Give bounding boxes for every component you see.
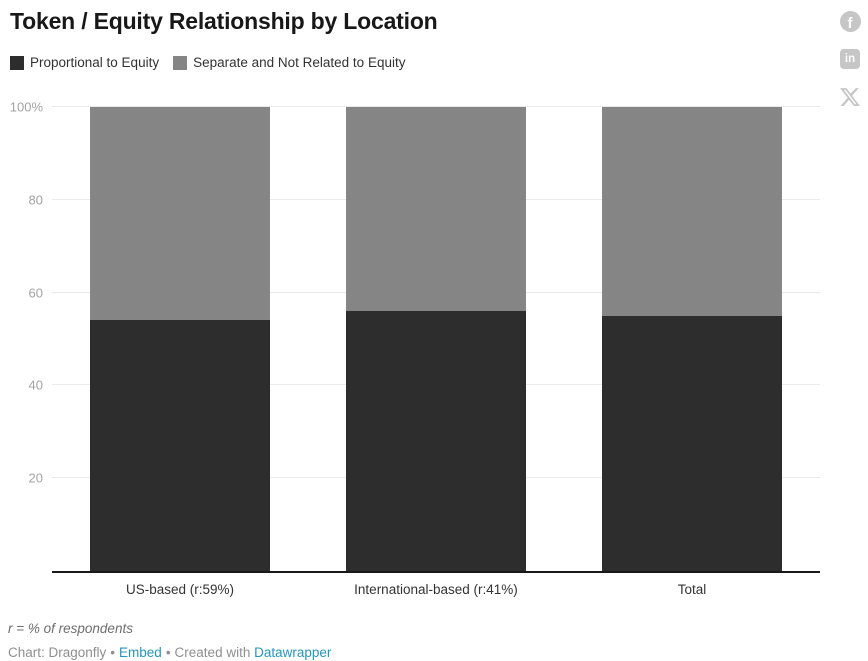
attribution-line: Chart: Dragonfly • Embed • Created with Data…	[8, 645, 331, 660]
y-axis-tick-label: 100%	[9, 99, 43, 115]
linkedin-icon: in	[840, 49, 860, 69]
attribution-created-with: Created with	[174, 645, 251, 660]
datawrapper-link[interactable]: Datawrapper	[254, 645, 332, 660]
legend-item-separate: Separate and Not Related to Equity	[173, 55, 405, 70]
stacked-bar	[345, 107, 526, 571]
x-axis-label: US-based (r:59%)	[125, 582, 235, 597]
bar-segment-proportional-to-equity[interactable]	[601, 315, 782, 571]
bar-column	[308, 107, 564, 571]
x-axis-label: Total	[677, 582, 707, 597]
footnote: r = % of respondents	[8, 621, 133, 636]
legend: Proportional to Equity Separate and Not …	[10, 55, 405, 70]
attribution-separator: •	[165, 645, 171, 660]
bar-segment-separate-and-not-related-to-equity[interactable]	[601, 107, 782, 316]
x-share-icon[interactable]	[839, 86, 861, 108]
y-axis-tick-label: 20	[28, 470, 43, 486]
stacked-bar	[601, 107, 782, 571]
y-axis-tick-label: 60	[28, 285, 43, 301]
social-share-bar: f in	[839, 11, 861, 108]
chart-title: Token / Equity Relationship by Location	[10, 8, 438, 34]
legend-swatch-proportional	[10, 55, 24, 70]
plot-area: 100% 80 60 40 20	[10, 100, 820, 573]
bar-segment-proportional-to-equity[interactable]	[89, 320, 270, 571]
x-icon	[840, 88, 860, 106]
x-axis-label: International-based (r:41%)	[354, 582, 518, 597]
gridline	[52, 106, 820, 107]
facebook-share-icon[interactable]: f	[839, 11, 861, 32]
bar-segment-proportional-to-equity[interactable]	[345, 311, 526, 571]
attribution-separator: •	[110, 645, 116, 660]
legend-item-proportional: Proportional to Equity	[10, 55, 159, 70]
bar-column	[52, 107, 308, 571]
legend-label: Proportional to Equity	[30, 55, 160, 70]
bar-segment-separate-and-not-related-to-equity[interactable]	[89, 107, 270, 321]
legend-label: Separate and Not Related to Equity	[193, 55, 406, 70]
bar-column	[564, 107, 820, 571]
legend-swatch-separate	[173, 55, 188, 70]
facebook-icon: f	[839, 11, 861, 32]
y-axis-tick-label: 80	[28, 192, 43, 208]
stacked-bar	[89, 107, 270, 571]
y-axis-tick-label: 40	[28, 377, 43, 393]
linkedin-share-icon[interactable]: in	[840, 49, 860, 69]
embed-link[interactable]: Embed	[119, 645, 162, 660]
bar-segment-separate-and-not-related-to-equity[interactable]	[345, 107, 526, 312]
x-axis-labels: US-based (r:59%) International-based (r:4…	[52, 582, 820, 597]
attribution-prefix: Chart: Dragonfly	[8, 645, 107, 660]
